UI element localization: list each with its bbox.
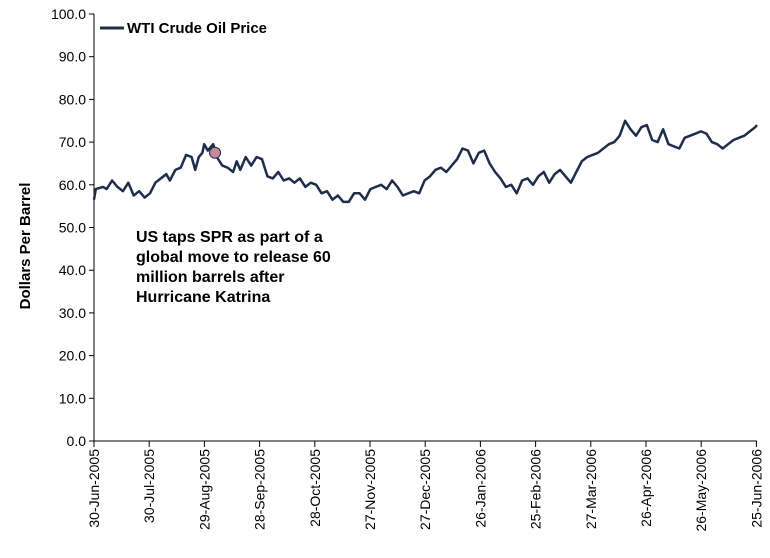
annotation-text-line: US taps SPR as part of a [136, 229, 323, 246]
x-tick-label: 26-May-2006 [693, 449, 709, 532]
y-tick-label: 70.0 [59, 134, 86, 150]
y-tick-label: 30.0 [59, 305, 86, 321]
x-tick-label: 30-Jul-2005 [141, 449, 157, 523]
x-tick-label: 27-Nov-2005 [362, 449, 378, 530]
x-tick-label: 27-Dec-2005 [417, 449, 433, 530]
y-tick-label: 60.0 [59, 177, 86, 193]
x-tick-label: 26-Jan-2006 [472, 449, 488, 528]
x-axis: 30-Jun-2005 30-Jul-2005 29-Aug-2005 28-Sep-… [86, 440, 764, 532]
x-tick-label: 28-Oct-2005 [307, 449, 323, 527]
y-tick-label: 50.0 [59, 220, 86, 236]
x-tick-label: 28-Sep-2005 [252, 449, 268, 530]
y-tick-label: 80.0 [59, 91, 86, 107]
x-tick-label: 26-Apr-2006 [638, 449, 654, 527]
legend: WTI Crude Oil Price [100, 20, 267, 37]
y-axis: 0.0 10.0 20.0 30.0 40.0 50.0 60.0 70.0 80.0 90.0 1… [51, 6, 95, 449]
y-tick-label: 0.0 [67, 433, 87, 449]
legend-label: WTI Crude Oil Price [127, 20, 267, 37]
x-tick-label: 27-Mar-2006 [583, 449, 599, 529]
series-line [92, 119, 758, 204]
y-tick-label: 10.0 [59, 390, 86, 406]
annotation-text-line: Hurricane Katrina [136, 289, 270, 306]
y-tick-label: 90.0 [59, 49, 86, 65]
annotation-layer: US taps SPR as part of a global move to r… [136, 146, 331, 306]
y-tick-label: 100.0 [51, 6, 86, 22]
annotation-text-line: global move to release 60 [136, 249, 331, 266]
x-tick-label: 25-Feb-2006 [528, 449, 544, 529]
annotation-marker [209, 146, 222, 159]
y-tick-label: 40.0 [59, 262, 86, 278]
x-tick-label: 29-Aug-2005 [196, 449, 212, 530]
y-axis-title: Dollars Per Barrel [17, 183, 34, 310]
x-tick-label: 30-Jun-2005 [86, 449, 102, 528]
annotation-text-line: million barrels after [136, 269, 285, 286]
series-layer [92, 119, 758, 204]
x-tick-label: 25-Jun-2006 [748, 449, 764, 528]
y-tick-label: 20.0 [59, 348, 86, 364]
